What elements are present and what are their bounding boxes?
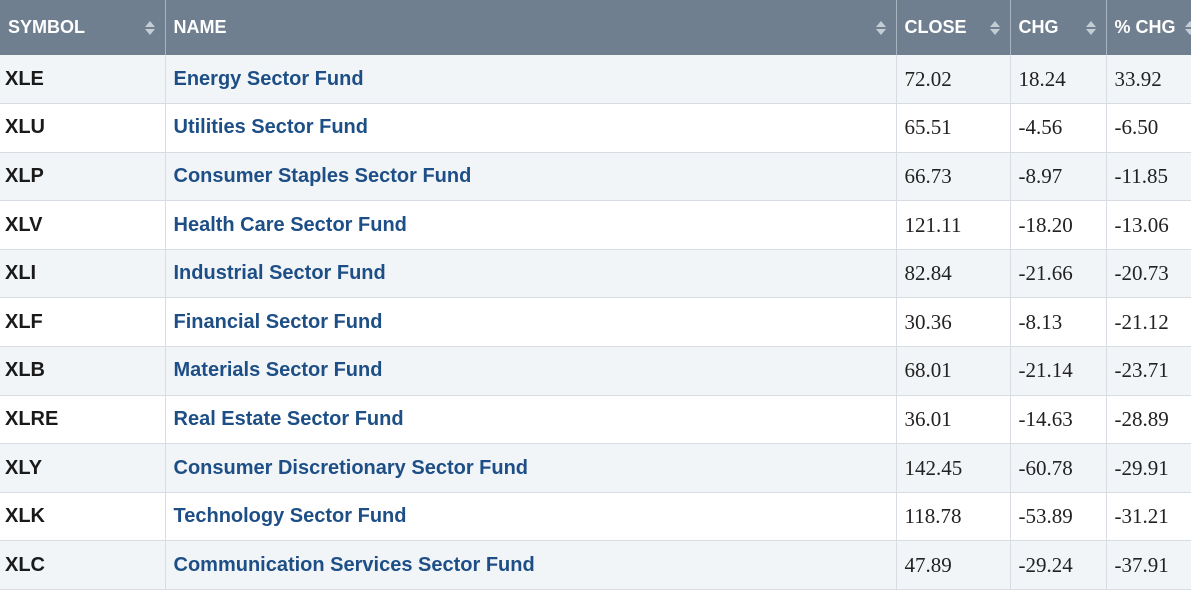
- name-cell: Real Estate Sector Fund: [165, 395, 897, 445]
- fund-link[interactable]: Communication Services Sector Fund: [173, 553, 535, 576]
- fund-link[interactable]: Consumer Discretionary Sector Fund: [173, 456, 529, 479]
- pct-chg-cell: -20.73: [1106, 249, 1191, 299]
- column-header-close[interactable]: CLOSE: [896, 0, 1011, 55]
- table-row: XLRE Real Estate Sector Fund 36.01 -14.6…: [0, 395, 1191, 445]
- table-row: XLY Consumer Discretionary Sector Fund 1…: [0, 443, 1191, 493]
- column-header-chg[interactable]: CHG: [1010, 0, 1107, 55]
- symbol-cell: XLB: [0, 346, 166, 396]
- symbol-cell: XLI: [0, 249, 166, 299]
- symbol-cell: XLK: [0, 492, 166, 542]
- column-header-label: NAME: [173, 17, 227, 37]
- chg-cell: -8.13: [1010, 297, 1107, 348]
- chg-cell: -21.14: [1010, 346, 1107, 396]
- fund-link[interactable]: Materials Sector Fund: [173, 359, 383, 382]
- pct-chg-cell: -31.21: [1106, 492, 1191, 542]
- close-cell: 121.11: [896, 200, 1011, 250]
- symbol-cell: XLU: [0, 103, 166, 153]
- pct-chg-cell: -6.50: [1106, 103, 1191, 153]
- name-cell: Communication Services Sector Fund: [165, 540, 897, 591]
- fund-link[interactable]: Technology Sector Fund: [173, 505, 407, 528]
- fund-link[interactable]: Real Estate Sector Fund: [173, 407, 404, 430]
- column-header-name[interactable]: NAME: [165, 0, 897, 55]
- close-cell: 118.78: [896, 492, 1011, 542]
- table-row: XLF Financial Sector Fund 30.36 -8.13 -2…: [0, 297, 1191, 348]
- chg-cell: 18.24: [1010, 55, 1107, 105]
- chg-cell: -53.89: [1010, 492, 1107, 542]
- name-cell: Consumer Staples Sector Fund: [165, 152, 897, 202]
- close-cell: 65.51: [896, 103, 1011, 153]
- symbol-cell: XLRE: [0, 395, 166, 445]
- column-header-label: CLOSE: [904, 17, 967, 37]
- sort-arrows-icon: [1085, 20, 1096, 35]
- table-row: XLV Health Care Sector Fund 121.11 -18.2…: [0, 200, 1191, 250]
- chg-cell: -29.24: [1010, 540, 1107, 591]
- close-cell: 66.73: [896, 152, 1011, 202]
- chg-cell: -8.97: [1010, 152, 1107, 202]
- fund-link[interactable]: Financial Sector Fund: [173, 310, 383, 333]
- pct-chg-cell: -11.85: [1106, 152, 1191, 202]
- chg-cell: -18.20: [1010, 200, 1107, 250]
- symbol-cell: XLE: [0, 55, 166, 105]
- table-row: XLE Energy Sector Fund 72.02 18.24 33.92: [0, 55, 1191, 105]
- fund-link[interactable]: Industrial Sector Fund: [173, 262, 386, 285]
- column-header-label: % CHG: [1114, 17, 1176, 37]
- table-row: XLI Industrial Sector Fund 82.84 -21.66 …: [0, 249, 1191, 299]
- fund-link[interactable]: Consumer Staples Sector Fund: [173, 164, 472, 187]
- chg-cell: -21.66: [1010, 249, 1107, 299]
- table-row: XLB Materials Sector Fund 68.01 -21.14 -…: [0, 346, 1191, 396]
- table-row: XLU Utilities Sector Fund 65.51 -4.56 -6…: [0, 103, 1191, 153]
- table-body: XLE Energy Sector Fund 72.02 18.24 33.92…: [0, 55, 1191, 591]
- chg-cell: -4.56: [1010, 103, 1107, 153]
- sort-arrows-icon: [1185, 20, 1191, 35]
- symbol-cell: XLV: [0, 200, 166, 250]
- column-header-pct-chg[interactable]: % CHG: [1106, 0, 1191, 55]
- column-header-label: SYMBOL: [8, 17, 86, 37]
- close-cell: 30.36: [896, 297, 1011, 348]
- close-cell: 142.45: [896, 443, 1011, 493]
- sort-arrows-icon: [144, 20, 155, 35]
- name-cell: Technology Sector Fund: [165, 492, 897, 542]
- pct-chg-cell: -23.71: [1106, 346, 1191, 396]
- fund-link[interactable]: Energy Sector Fund: [173, 67, 364, 90]
- sort-arrows-icon: [989, 20, 1000, 35]
- symbol-cell: XLC: [0, 540, 166, 591]
- name-cell: Energy Sector Fund: [165, 55, 897, 105]
- pct-chg-cell: -28.89: [1106, 395, 1191, 445]
- sort-arrows-icon: [875, 20, 886, 35]
- table-header: SYMBOL NAME CLOSE CHG % CHG: [0, 0, 1191, 55]
- name-cell: Materials Sector Fund: [165, 346, 897, 396]
- fund-link[interactable]: Health Care Sector Fund: [173, 213, 407, 236]
- name-cell: Consumer Discretionary Sector Fund: [165, 443, 897, 493]
- table-row: XLK Technology Sector Fund 118.78 -53.89…: [0, 492, 1191, 542]
- pct-chg-cell: 33.92: [1106, 55, 1191, 105]
- table-row: XLP Consumer Staples Sector Fund 66.73 -…: [0, 152, 1191, 202]
- close-cell: 36.01: [896, 395, 1011, 445]
- chg-cell: -60.78: [1010, 443, 1107, 493]
- fund-link[interactable]: Utilities Sector Fund: [173, 116, 368, 139]
- close-cell: 82.84: [896, 249, 1011, 299]
- pct-chg-cell: -13.06: [1106, 200, 1191, 250]
- pct-chg-cell: -21.12: [1106, 297, 1191, 348]
- table-row: XLC Communication Services Sector Fund 4…: [0, 540, 1191, 591]
- close-cell: 47.89: [896, 540, 1011, 591]
- pct-chg-cell: -29.91: [1106, 443, 1191, 493]
- chg-cell: -14.63: [1010, 395, 1107, 445]
- symbol-cell: XLY: [0, 443, 166, 493]
- symbol-cell: XLP: [0, 152, 166, 202]
- name-cell: Utilities Sector Fund: [165, 103, 897, 153]
- name-cell: Industrial Sector Fund: [165, 249, 897, 299]
- close-cell: 68.01: [896, 346, 1011, 396]
- symbol-cell: XLF: [0, 297, 166, 348]
- pct-chg-cell: -37.91: [1106, 540, 1191, 591]
- close-cell: 72.02: [896, 55, 1011, 105]
- name-cell: Financial Sector Fund: [165, 297, 897, 348]
- column-header-label: CHG: [1018, 17, 1059, 37]
- name-cell: Health Care Sector Fund: [165, 200, 897, 250]
- column-header-symbol[interactable]: SYMBOL: [0, 0, 166, 55]
